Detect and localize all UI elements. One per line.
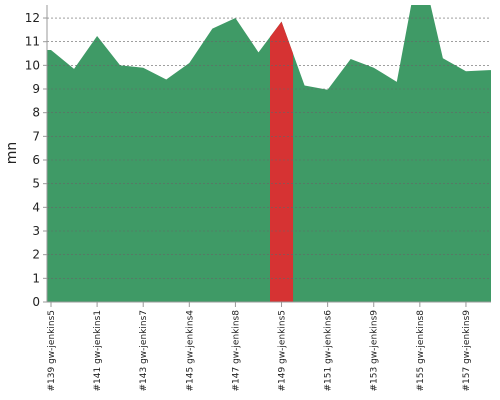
x-tick-label: #147 gw-jenkins8 (231, 310, 241, 392)
y-tick-label: 0 (32, 295, 40, 309)
x-tick-label: #141 gw-jenkins1 (93, 310, 103, 391)
highlight-segment (270, 21, 294, 302)
y-tick-label: 1 (32, 271, 40, 285)
x-tick-label: #143 gw-jenkins7 (139, 310, 149, 391)
area (47, 5, 491, 302)
x-tick-label: #139 gw-jenkins5 (47, 310, 57, 391)
x-tick-label: #155 gw-jenkins8 (416, 310, 426, 392)
x-tick-label: #149 gw-jenkins5 (278, 310, 288, 391)
y-tick-label: 8 (32, 106, 40, 120)
x-tick-label: #157 gw-jenkins9 (462, 310, 472, 392)
x-tick-label: #151 gw-jenkins6 (324, 310, 334, 392)
y-axis-label: mn (4, 142, 20, 165)
y-tick-label: 11 (25, 35, 40, 49)
y-tick-label: 10 (25, 58, 40, 72)
y-tick-label: 3 (32, 224, 40, 238)
y-tick-label: 7 (32, 129, 40, 143)
x-tick-label: #153 gw-jenkins9 (370, 310, 380, 392)
y-tick-label: 4 (32, 200, 40, 214)
y-tick-label: 12 (25, 11, 40, 25)
x-tick-label: #145 gw-jenkins4 (185, 310, 195, 392)
y-tick-label: 6 (32, 153, 40, 167)
y-tick-label: 5 (32, 177, 40, 191)
y-tick-label: 2 (32, 248, 40, 262)
y-tick-label: 9 (32, 82, 40, 96)
plot-area (47, 5, 491, 302)
